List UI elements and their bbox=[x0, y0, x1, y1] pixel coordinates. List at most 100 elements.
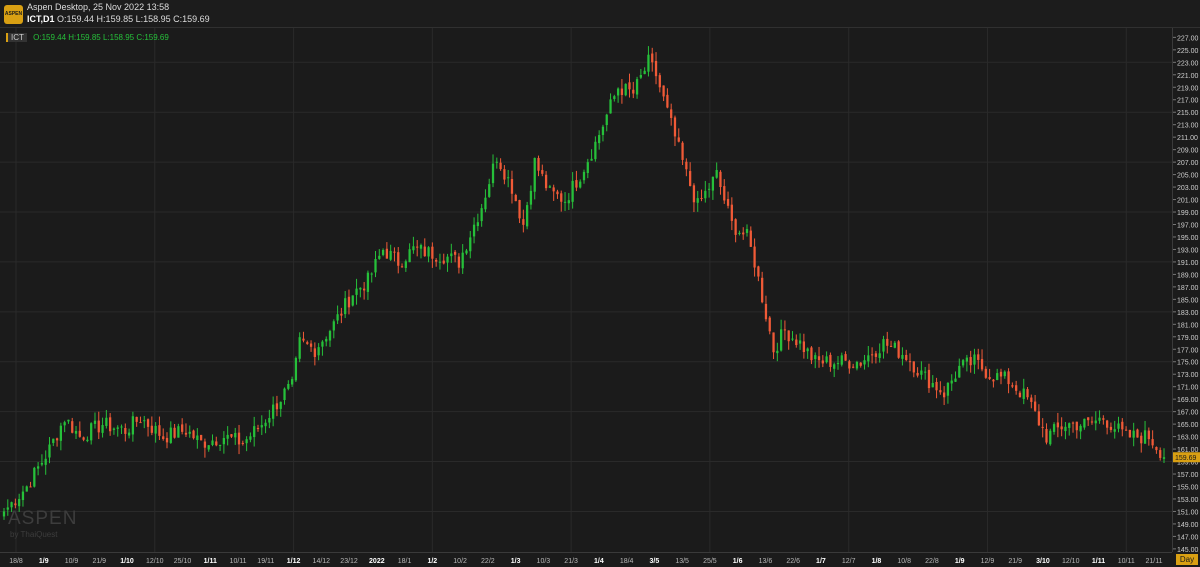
time-tick-label: 13/5 bbox=[675, 558, 689, 565]
candle-body bbox=[446, 256, 449, 263]
price-tick-label: 155.00 bbox=[1177, 485, 1199, 492]
time-tick-label: 1/12 bbox=[287, 558, 301, 565]
candle-body bbox=[234, 432, 237, 438]
candle-body bbox=[810, 347, 813, 361]
candle-body bbox=[393, 251, 396, 253]
candle-body bbox=[996, 373, 999, 381]
candle-body bbox=[495, 161, 498, 163]
candle-body bbox=[74, 430, 78, 434]
price-tick-label: 183.00 bbox=[1177, 310, 1199, 317]
candle-body bbox=[18, 498, 21, 507]
candle-body bbox=[336, 314, 339, 321]
candle-body bbox=[328, 331, 332, 341]
time-axis[interactable]: 18/8 1/9 10/9 21/9 1/10 12/10 25/10 1/11 10/11 19… bbox=[0, 552, 1172, 567]
candle-body bbox=[469, 237, 472, 252]
time-tick-label: 12/7 bbox=[842, 558, 856, 565]
candle-body bbox=[1011, 385, 1014, 387]
candle-body bbox=[14, 503, 17, 506]
candle-body bbox=[1106, 420, 1109, 428]
candle-body bbox=[783, 329, 787, 331]
candle-body bbox=[1007, 371, 1010, 385]
candle-body bbox=[924, 371, 927, 373]
candle-body bbox=[882, 339, 885, 352]
candle-body bbox=[1143, 430, 1147, 444]
candle-body bbox=[738, 232, 741, 234]
candle-body bbox=[442, 260, 445, 264]
price-tick-label: 173.00 bbox=[1177, 372, 1199, 379]
price-tick-label: 145.00 bbox=[1177, 547, 1199, 552]
price-tick-label: 205.00 bbox=[1177, 173, 1199, 180]
candle-body bbox=[613, 96, 616, 99]
candle-body bbox=[931, 382, 934, 388]
price-tick-label: 223.00 bbox=[1177, 60, 1199, 67]
candle-body bbox=[294, 357, 298, 381]
candle-body bbox=[63, 422, 66, 426]
candle-body bbox=[465, 250, 468, 254]
candle-body bbox=[761, 277, 764, 303]
candle-body bbox=[522, 219, 525, 225]
candle-body bbox=[55, 438, 59, 441]
candle-body bbox=[1026, 389, 1029, 398]
candle-body bbox=[598, 135, 601, 144]
candle-body bbox=[317, 347, 320, 356]
price-chart[interactable] bbox=[0, 28, 1172, 552]
candle-body bbox=[601, 126, 605, 135]
legend-ohlc-values: O:159.44 H:159.85 L:158.95 C:159.69 bbox=[33, 33, 169, 42]
candle-body bbox=[503, 169, 506, 180]
timeframe-badge[interactable]: Day bbox=[1176, 554, 1198, 565]
candle-body bbox=[977, 354, 980, 360]
candle-body bbox=[609, 99, 612, 114]
candle-body bbox=[472, 224, 476, 237]
candle-body bbox=[400, 266, 404, 268]
candle-body bbox=[298, 337, 301, 359]
candle-body bbox=[1060, 426, 1063, 430]
candle-body bbox=[939, 390, 942, 393]
candle-body bbox=[1132, 430, 1135, 438]
candle-body bbox=[222, 438, 226, 445]
candle-body bbox=[1049, 430, 1052, 445]
candle-body bbox=[450, 253, 453, 257]
candle-body bbox=[992, 379, 995, 382]
candle-body bbox=[745, 229, 749, 233]
price-tick-label: 217.00 bbox=[1177, 98, 1199, 105]
last-price-marker: 159.69 bbox=[1173, 452, 1200, 463]
candle-body bbox=[594, 141, 597, 160]
candle-body bbox=[526, 205, 529, 227]
candle-body bbox=[1064, 426, 1067, 432]
candle-body bbox=[139, 422, 142, 424]
candle-body bbox=[340, 313, 343, 316]
candle-body bbox=[1128, 429, 1132, 438]
candle-body bbox=[586, 162, 589, 174]
candle-body bbox=[199, 434, 203, 441]
price-tick-label: 219.00 bbox=[1177, 85, 1199, 92]
candle-body bbox=[852, 366, 855, 368]
candle-body bbox=[533, 157, 536, 192]
candle-body bbox=[158, 425, 161, 436]
price-axis[interactable]: 145.00 147.00 149.00 151.00 153.00 155.00 157.… bbox=[1172, 28, 1200, 552]
time-tick-label: 3/10 bbox=[1036, 558, 1050, 565]
candle-body bbox=[908, 361, 912, 363]
candle-body bbox=[855, 361, 859, 369]
candle-body bbox=[256, 427, 260, 429]
candle-body bbox=[628, 82, 631, 90]
candle-body bbox=[6, 507, 9, 510]
candle-body bbox=[165, 437, 169, 443]
symbol-ohlc-line: ICT,D1 O:159.44 H:159.85 L:158.95 C:159.… bbox=[27, 14, 210, 24]
price-tick-labels: 145.00 147.00 149.00 151.00 153.00 155.00 157.… bbox=[1173, 35, 1199, 552]
candle-body bbox=[177, 426, 180, 438]
price-tick-label: 169.00 bbox=[1177, 397, 1199, 404]
time-tick-label: 3/5 bbox=[650, 558, 660, 565]
candle-body bbox=[385, 248, 389, 259]
candle-body bbox=[999, 371, 1003, 377]
candle-body bbox=[969, 357, 972, 366]
time-tick-label: 10/8 bbox=[897, 558, 911, 565]
price-tick-label: 167.00 bbox=[1177, 410, 1199, 417]
candle-body bbox=[510, 179, 514, 194]
candle-body bbox=[249, 436, 252, 440]
price-tick-label: 213.00 bbox=[1177, 123, 1199, 130]
last-price-box bbox=[1173, 452, 1200, 463]
candle-body bbox=[507, 177, 510, 179]
candle-body bbox=[154, 425, 157, 434]
candle-body bbox=[749, 230, 752, 247]
symbol-label[interactable]: ICT,D1 bbox=[27, 14, 55, 24]
